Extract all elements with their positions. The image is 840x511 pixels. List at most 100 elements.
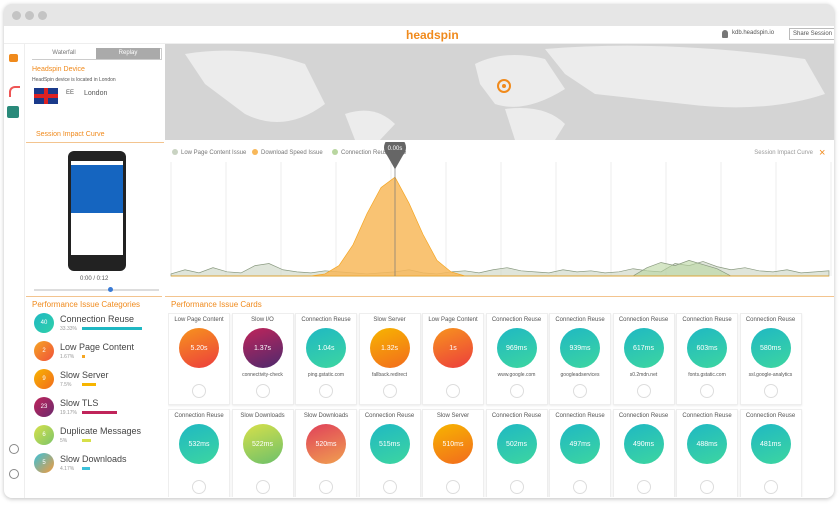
sidebar: [4, 44, 25, 498]
location-marker[interactable]: [497, 79, 511, 93]
player-time: 0:00 / 0:12: [80, 276, 109, 282]
help-icon[interactable]: [9, 444, 19, 454]
category-name[interactable]: Slow Server: [60, 370, 109, 380]
issue-card[interactable]: Slow Server 510ms: [422, 409, 484, 497]
issue-card[interactable]: Connection Reuse 603ms fonts.gstatic.com: [676, 313, 738, 405]
browser-window: headspin kdb.headspin.io Share Session W…: [4, 4, 834, 498]
issue-card[interactable]: Connection Reuse 481ms: [739, 409, 802, 497]
card-title: Connection Reuse: [745, 317, 796, 323]
legend-swatch: [252, 149, 258, 155]
app: headspin kdb.headspin.io Share Session W…: [4, 26, 834, 498]
legend-swatch: [332, 149, 338, 155]
category-bar: [82, 355, 85, 358]
card-title: Connection Reuse: [682, 317, 732, 323]
category-bar: [82, 411, 117, 414]
share-button[interactable]: Share Session: [789, 28, 834, 40]
issue-card[interactable]: Slow Downloads 522ms: [231, 409, 294, 497]
impact-chart: Low Page Content Issue Download Speed Iss…: [170, 142, 832, 277]
issue-card[interactable]: Connection Reuse 532ms: [168, 409, 230, 497]
issue-card[interactable]: Slow Downloads 520ms: [295, 409, 357, 497]
chart-close-label: Session Impact Curve: [754, 150, 813, 156]
issue-card[interactable]: Low Page Content 1s: [422, 313, 484, 405]
category-share: 5%: [60, 438, 68, 444]
zoom-button[interactable]: [509, 384, 524, 398]
zoom-button[interactable]: [509, 480, 524, 494]
settings-icon[interactable]: [9, 469, 19, 479]
issue-card[interactable]: Connection Reuse 969ms www.google.com: [485, 313, 548, 405]
issue-card[interactable]: Connection Reuse 488ms: [676, 409, 738, 497]
nav-icon[interactable]: [9, 86, 20, 97]
category-share: 19.17%: [60, 410, 77, 416]
card-circle: 617ms: [623, 328, 664, 368]
card-circle: 481ms: [750, 424, 791, 464]
zoom-button[interactable]: [700, 480, 714, 494]
nav-icon[interactable]: [9, 54, 18, 62]
zoom-button[interactable]: [382, 384, 397, 398]
zoom-button[interactable]: [700, 384, 714, 398]
issue-card[interactable]: Connection Reuse 515ms: [358, 409, 421, 497]
pin[interactable]: [384, 142, 406, 170]
window-dot: [12, 11, 21, 20]
nav-icon[interactable]: [7, 106, 19, 118]
card-title: Slow Downloads: [303, 413, 349, 419]
zoom-button[interactable]: [319, 384, 333, 398]
zoom-button[interactable]: [573, 384, 587, 398]
issue-card[interactable]: Slow Server 1.32s fallback.redirect: [358, 313, 421, 405]
card-title: Connection Reuse: [618, 317, 669, 323]
category-share: 7.5%: [60, 382, 72, 388]
categories-panel: Performance Issue Categories 40 Connectio…: [26, 296, 162, 497]
zoom-button[interactable]: [636, 480, 651, 494]
card-title: Slow I/O: [251, 317, 274, 323]
category-name[interactable]: Slow TLS: [60, 398, 99, 408]
issue-card[interactable]: Connection Reuse 617ms s0.2mdn.net: [612, 313, 675, 405]
issue-card[interactable]: Low Page Content 5.20s: [168, 313, 230, 405]
card-note: ping.gstatic.com: [307, 372, 345, 378]
zoom-button[interactable]: [636, 384, 651, 398]
category-name[interactable]: Duplicate Messages: [60, 426, 142, 436]
phone-content: [71, 165, 123, 213]
card-circle: 515ms: [369, 424, 410, 464]
issue-card[interactable]: Connection Reuse 939ms googleadservices: [549, 313, 611, 405]
zoom-button[interactable]: [382, 480, 397, 494]
zoom-button[interactable]: [192, 384, 206, 398]
window-dot: [38, 11, 47, 20]
zoom-button[interactable]: [255, 384, 270, 398]
category-list: 40 Connection Reuse 33.33% 2 Low Page Conten…: [26, 313, 162, 497]
card-note: s0.2mdn.net: [629, 372, 658, 378]
zoom-button[interactable]: [192, 480, 206, 494]
card-title: Connection Reuse: [174, 413, 224, 419]
card-grid: Low Page Content 5.20s Slow I/O 1.37s connec…: [168, 313, 834, 497]
issue-card[interactable]: Connection Reuse 502ms: [485, 409, 548, 497]
category-name[interactable]: Connection Reuse: [60, 314, 135, 324]
category-badge: 6: [34, 425, 54, 445]
issue-card[interactable]: Connection Reuse 497ms: [549, 409, 611, 497]
card-circle: 522ms: [242, 424, 283, 464]
category-share: 1.67%: [60, 354, 75, 360]
issue-card[interactable]: Connection Reuse 1.04s ping.gstatic.com: [295, 313, 357, 405]
card-title: Slow Server: [373, 317, 406, 323]
tab[interactable]: Replay: [96, 48, 160, 59]
issue-card[interactable]: Connection Reuse 490ms: [612, 409, 675, 497]
device-desc: HeadSpin device is located in London: [32, 77, 116, 83]
tab[interactable]: Waterfall: [32, 48, 96, 59]
device-title: Headspin Device: [32, 66, 85, 73]
close-button[interactable]: ×: [819, 147, 825, 159]
card-circle: 488ms: [687, 424, 727, 464]
category-bar: [82, 327, 142, 330]
category-name[interactable]: Low Page Content: [60, 342, 135, 352]
progress-knob[interactable]: [108, 287, 113, 292]
divider: [26, 142, 164, 143]
card-title: Connection Reuse: [555, 413, 605, 419]
zoom-button[interactable]: [763, 480, 778, 494]
zoom-button[interactable]: [255, 480, 270, 494]
issue-card[interactable]: Slow I/O 1.37s connectivity-check: [231, 313, 294, 405]
zoom-button[interactable]: [573, 480, 587, 494]
zoom-button[interactable]: [446, 480, 460, 494]
zoom-button[interactable]: [319, 480, 333, 494]
issue-card[interactable]: Connection Reuse 580ms ssl.google-analytic…: [739, 313, 802, 405]
zoom-button[interactable]: [446, 384, 460, 398]
card-circle: 497ms: [560, 424, 600, 464]
category-name[interactable]: Slow Downloads: [60, 454, 127, 464]
zoom-button[interactable]: [763, 384, 778, 398]
map: [165, 44, 834, 140]
